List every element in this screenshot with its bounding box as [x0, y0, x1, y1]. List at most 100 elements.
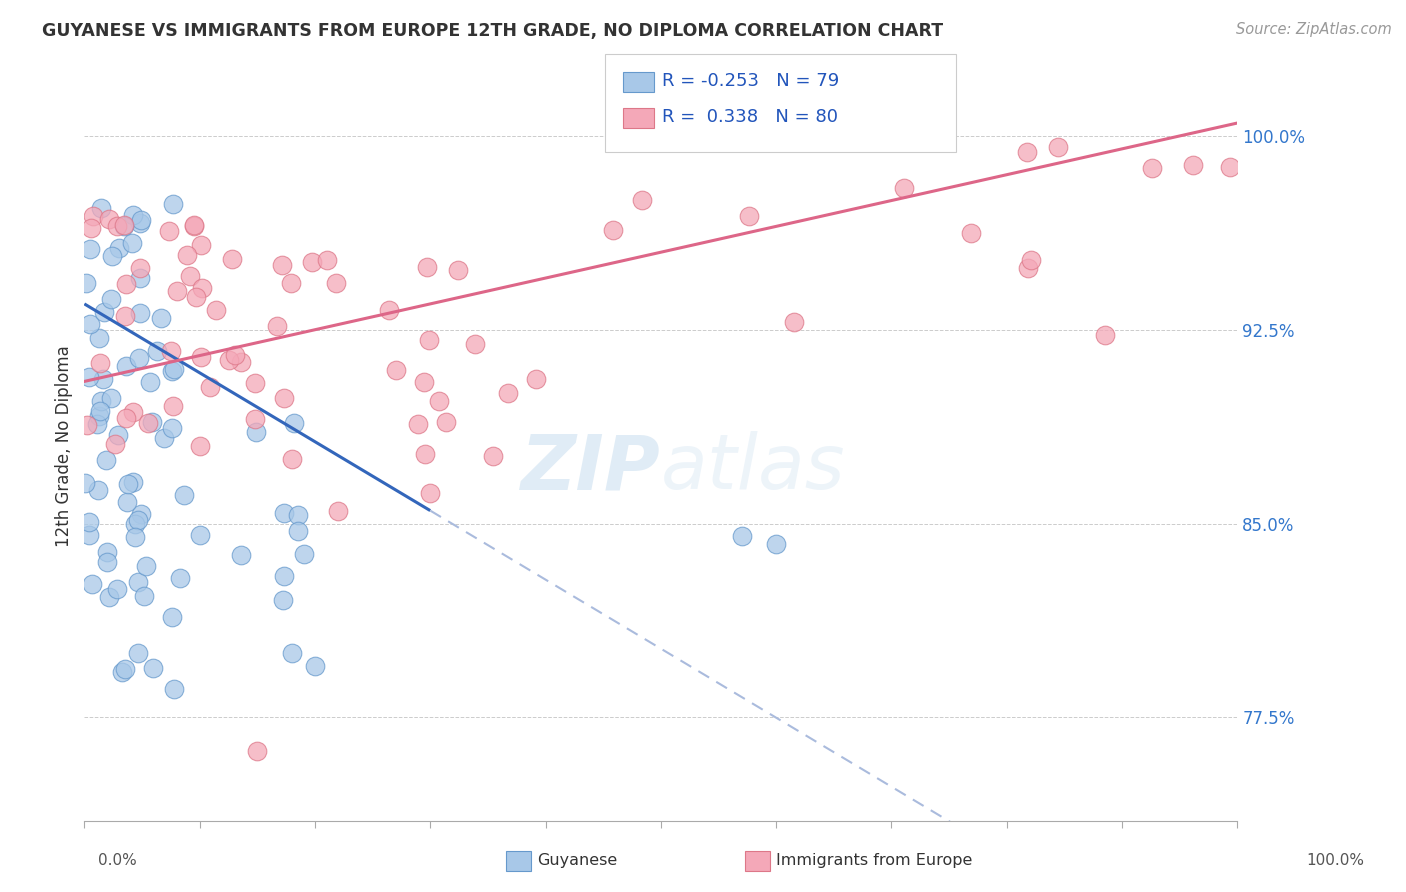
Point — [447, 262, 470, 277]
Point — [121, 208, 143, 222]
Point — [1046, 140, 1069, 154]
Text: Guyanese: Guyanese — [537, 854, 617, 868]
Point — [112, 219, 135, 233]
Point — [77, 370, 100, 384]
Point — [121, 235, 143, 250]
Point — [1219, 161, 1241, 175]
Point — [893, 181, 915, 195]
Point — [960, 226, 983, 240]
Point — [127, 513, 149, 527]
Point — [129, 306, 152, 320]
Point — [162, 400, 184, 414]
Point — [129, 212, 152, 227]
Point — [89, 404, 111, 418]
Point — [1182, 158, 1205, 172]
Point — [416, 260, 439, 274]
Point — [98, 212, 121, 227]
Point — [273, 391, 295, 405]
Point — [163, 681, 186, 696]
Point — [142, 661, 165, 675]
Point — [79, 318, 101, 332]
Point — [183, 218, 205, 232]
Text: 0.0%: 0.0% — [98, 854, 138, 868]
Point — [292, 547, 315, 561]
Point — [524, 372, 547, 386]
Point — [273, 569, 295, 583]
Point — [105, 219, 128, 233]
Point — [266, 318, 288, 333]
Point — [132, 589, 155, 603]
Point — [79, 242, 101, 256]
Point — [246, 744, 269, 758]
Point — [205, 302, 228, 317]
Point — [77, 515, 100, 529]
Point — [160, 420, 183, 434]
Point — [136, 416, 159, 430]
Point — [190, 350, 212, 364]
Point — [427, 393, 450, 408]
Point — [105, 582, 128, 596]
Point — [188, 528, 211, 542]
Point — [218, 353, 240, 368]
Point — [162, 196, 184, 211]
Point — [75, 277, 97, 291]
Point — [127, 646, 149, 660]
Text: R =  0.338   N = 80: R = 0.338 N = 80 — [662, 108, 838, 126]
Point — [385, 363, 408, 377]
Point — [122, 475, 145, 489]
Y-axis label: 12th Grade, No Diploma: 12th Grade, No Diploma — [55, 345, 73, 547]
Text: R = -0.253   N = 79: R = -0.253 N = 79 — [662, 72, 839, 90]
Point — [80, 221, 103, 235]
Point — [378, 302, 401, 317]
Point — [87, 331, 110, 345]
Point — [243, 376, 266, 390]
Point — [96, 545, 118, 559]
Point — [160, 344, 183, 359]
Point — [765, 537, 787, 551]
Point — [89, 356, 111, 370]
Point — [129, 507, 152, 521]
Text: GUYANESE VS IMMIGRANTS FROM EUROPE 12TH GRADE, NO DIPLOMA CORRELATION CHART: GUYANESE VS IMMIGRANTS FROM EUROPE 12TH … — [42, 22, 943, 40]
Point — [245, 411, 267, 425]
Point — [1017, 261, 1039, 276]
Point — [111, 665, 134, 679]
Point — [406, 417, 429, 431]
Point — [128, 271, 150, 285]
Text: 100.0%: 100.0% — [1306, 854, 1364, 868]
Text: atlas: atlas — [661, 432, 845, 506]
Point — [173, 488, 195, 502]
Point — [281, 451, 304, 466]
Point — [188, 439, 211, 453]
Point — [245, 425, 267, 439]
Point — [166, 284, 188, 298]
Point — [117, 476, 139, 491]
Point — [221, 252, 243, 266]
Point — [90, 393, 112, 408]
Point — [434, 415, 457, 429]
Point — [94, 453, 117, 467]
Point — [160, 610, 183, 624]
Point — [114, 662, 136, 676]
Point — [73, 476, 96, 491]
Point — [283, 416, 305, 430]
Point — [287, 524, 309, 539]
Point — [1021, 253, 1043, 268]
Point — [121, 405, 143, 419]
Point — [128, 216, 150, 230]
Point — [117, 495, 139, 509]
Point — [1015, 145, 1038, 160]
Point — [163, 362, 186, 376]
Point — [98, 590, 121, 604]
Point — [91, 372, 114, 386]
Point — [304, 658, 326, 673]
Point — [602, 223, 624, 237]
Point — [280, 276, 302, 290]
Point — [928, 135, 950, 149]
Point — [114, 411, 136, 425]
Point — [76, 418, 98, 433]
Point — [169, 571, 191, 585]
Point — [418, 333, 440, 347]
Point — [124, 530, 146, 544]
Point — [325, 276, 347, 290]
Point — [108, 241, 131, 255]
